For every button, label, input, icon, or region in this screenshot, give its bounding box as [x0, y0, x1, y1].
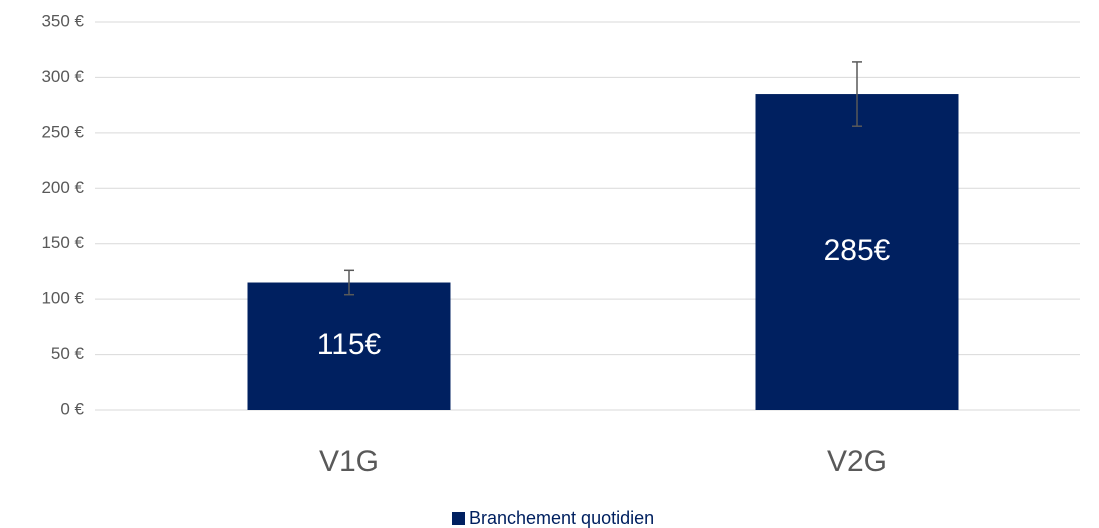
y-tick-label: 100 €: [41, 289, 84, 308]
error-bar: [852, 61, 862, 127]
x-tick-label: V2G: [827, 445, 887, 478]
y-tick-label: 250 €: [41, 122, 84, 141]
y-tick-label: 200 €: [41, 178, 84, 197]
bar: [247, 282, 451, 410]
legend-swatch: [452, 512, 465, 525]
y-tick-label: 150 €: [41, 233, 84, 252]
x-tick-label: V1G: [319, 445, 379, 478]
y-tick-label: 300 €: [41, 67, 84, 86]
data-label: 285€: [824, 234, 891, 267]
y-tick-label: 350 €: [41, 11, 84, 30]
y-tick-label: 0 €: [60, 399, 84, 418]
bar: [755, 94, 959, 411]
legend-label: Branchement quotidien: [469, 508, 654, 528]
error-bar: [344, 269, 354, 296]
data-label: 115€: [317, 328, 382, 361]
y-tick-label: 50 €: [51, 344, 85, 363]
